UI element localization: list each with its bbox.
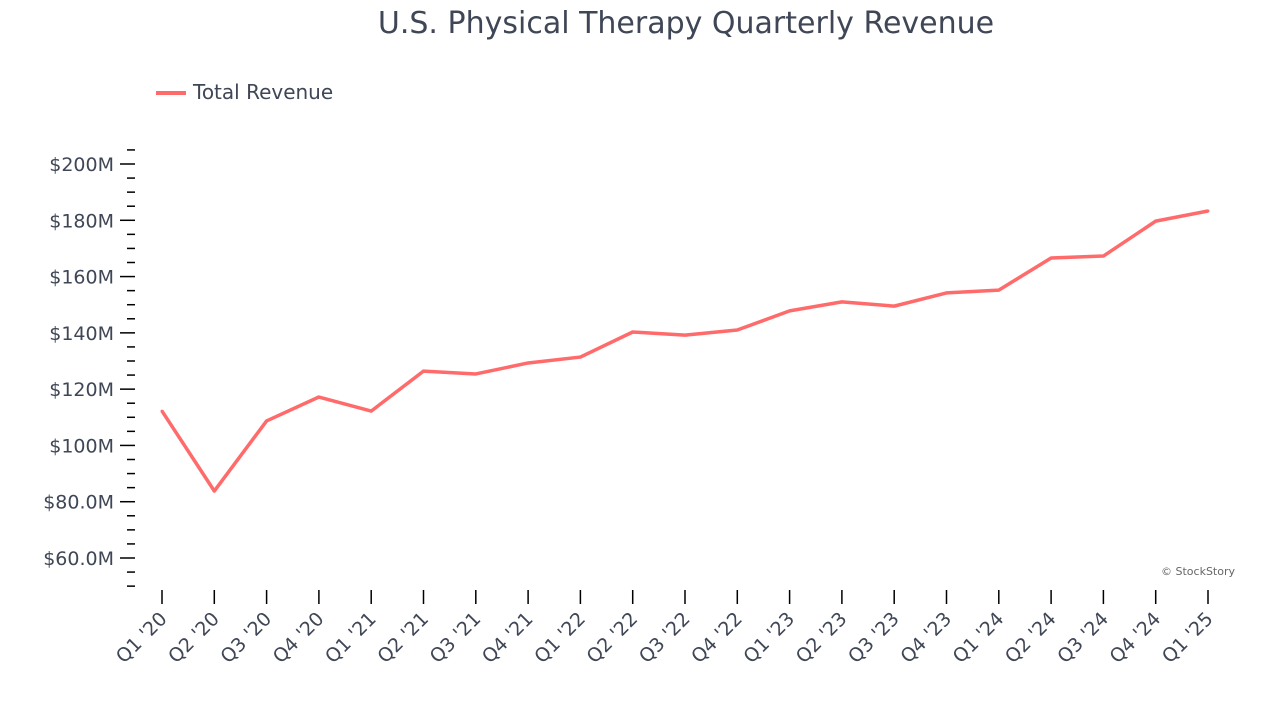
data-point xyxy=(788,309,792,313)
series-total-revenue xyxy=(160,209,1210,493)
data-point xyxy=(997,288,1001,292)
legend-label: Total Revenue xyxy=(192,80,333,104)
data-point xyxy=(474,372,478,376)
x-tick-label: Q1 '23 xyxy=(739,608,799,668)
x-tick-label: Q2 '20 xyxy=(164,608,224,668)
legend: Total Revenue xyxy=(156,80,333,104)
y-tick-label: $120M xyxy=(49,379,114,401)
x-tick-label: Q4 '24 xyxy=(1105,608,1165,668)
x-tick-label: Q4 '23 xyxy=(896,608,956,668)
data-point xyxy=(631,330,635,334)
x-tick-label: Q4 '22 xyxy=(687,608,747,668)
x-tick-label: Q1 '21 xyxy=(321,608,381,668)
data-point xyxy=(1049,256,1053,260)
x-tick-label: Q3 '20 xyxy=(216,608,276,668)
x-tick-label: Q2 '24 xyxy=(1001,608,1061,668)
series-line xyxy=(160,209,1209,493)
y-tick-label: $200M xyxy=(49,154,114,176)
x-tick-label: Q2 '23 xyxy=(792,608,852,668)
x-tick-label: Q4 '20 xyxy=(269,608,329,668)
x-tick-label: Q4 '21 xyxy=(478,608,538,668)
data-point xyxy=(578,355,582,359)
x-tick-label: Q3 '21 xyxy=(426,608,486,668)
y-tick-label: $80.0M xyxy=(43,492,114,514)
data-point xyxy=(265,419,269,423)
chart-title: U.S. Physical Therapy Quarterly Revenue xyxy=(378,6,994,41)
watermark: © StockStory xyxy=(1161,565,1235,578)
x-tick-label: Q1 '24 xyxy=(949,608,1009,668)
data-point xyxy=(1101,254,1105,258)
data-point xyxy=(840,300,844,304)
x-tick-label: Q1 '25 xyxy=(1158,608,1218,668)
data-point xyxy=(369,409,373,413)
x-tick-label: Q2 '21 xyxy=(373,608,433,668)
y-axis: $60.0M $80.0M $100M $120M $140M $160M $180M $20… xyxy=(43,149,135,587)
y-tick-label: $140M xyxy=(49,323,114,345)
data-point xyxy=(422,369,425,373)
y-tick-label: $160M xyxy=(49,267,114,289)
x-tick-label: Q1 '20 xyxy=(112,608,172,668)
data-point xyxy=(526,361,530,365)
data-point xyxy=(317,395,321,399)
data-point xyxy=(892,304,896,308)
y-tick-label: $180M xyxy=(49,210,114,232)
data-point xyxy=(945,291,948,295)
x-tick-label: Q3 '22 xyxy=(635,608,695,668)
data-point xyxy=(160,409,164,413)
data-point xyxy=(1154,219,1158,223)
y-tick-label: $60.0M xyxy=(43,548,114,570)
data-point xyxy=(1206,209,1210,213)
x-tick-label: Q1 '22 xyxy=(530,608,590,668)
data-point xyxy=(212,489,216,493)
x-tick-label: Q2 '22 xyxy=(582,608,642,668)
y-tick-label: $100M xyxy=(49,435,114,457)
data-point xyxy=(735,328,739,332)
x-tick-label: Q3 '24 xyxy=(1053,608,1113,668)
data-point xyxy=(683,333,687,337)
x-tick-label: Q3 '23 xyxy=(844,608,904,668)
